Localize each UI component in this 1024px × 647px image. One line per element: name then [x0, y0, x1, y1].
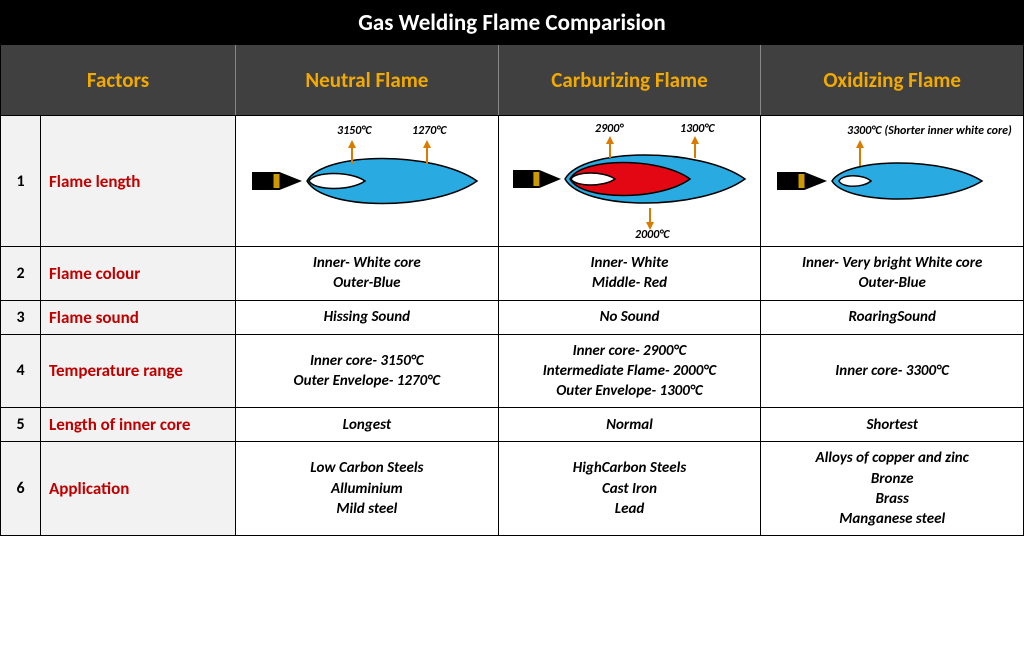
factor-label: Temperature range — [41, 335, 236, 408]
data-cell: Longest — [236, 408, 499, 441]
table-row: 2Flame colourInner- White coreOuter-Blue… — [1, 246, 1023, 300]
data-cell: Inner core- 2900°CIntermediate Flame- 20… — [499, 335, 762, 408]
row-number: 3 — [1, 301, 41, 334]
table-row: 3Flame soundHissing SoundNo SoundRoaring… — [1, 300, 1023, 334]
factor-label: Length of inner core — [41, 408, 236, 441]
data-cell: Inner- WhiteMiddle- Red — [499, 247, 762, 300]
data-cell: Inner- White coreOuter-Blue — [236, 247, 499, 300]
data-cell: HighCarbon SteelsCast IronLead — [499, 442, 762, 535]
data-cell: Low Carbon SteelsAlluminiumMild steel — [236, 442, 499, 535]
row-number: 1 — [1, 116, 41, 246]
data-cell: Hissing Sound — [236, 301, 499, 334]
factor-label: Flame colour — [41, 247, 236, 300]
header-factors: Factors — [1, 45, 236, 115]
table-row: 5Length of inner coreLongestNormalShorte… — [1, 407, 1023, 441]
svg-text:2000°C: 2000°C — [635, 228, 670, 242]
carburizing-flame-diagram: 2900° 1300°C 2000°C — [499, 116, 762, 246]
header-oxidizing: Oxidizing Flame — [761, 45, 1023, 115]
table-header-row: Factors Neutral Flame Carburizing Flame … — [1, 45, 1023, 115]
data-cell: Inner- Very bright White coreOuter-Blue — [761, 247, 1023, 300]
header-carburizing: Carburizing Flame — [499, 45, 762, 115]
factor-label: Application — [41, 442, 236, 535]
oxidizing-flame-diagram: 3300°C (Shorter inner white core) — [761, 116, 1023, 246]
data-cell: Shortest — [761, 408, 1023, 441]
neutral-flame-diagram: 3150°C 1270°C — [236, 116, 499, 246]
svg-text:2900°: 2900° — [595, 122, 624, 136]
page-title: Gas Welding Flame Comparision — [1, 1, 1023, 45]
data-cell: RoaringSound — [761, 301, 1023, 334]
row-number: 4 — [1, 335, 41, 408]
factor-label: Flame sound — [41, 301, 236, 334]
factor-label: Flame length — [41, 116, 236, 246]
flame-diagram-neutral: 3150°C 1270°C — [242, 120, 492, 242]
flame-diagram-carburizing: 2900° 1300°C 2000°C — [505, 120, 755, 242]
row-number: 5 — [1, 408, 41, 441]
data-cell: Normal — [499, 408, 762, 441]
row-number: 6 — [1, 442, 41, 535]
table-row: 4Temperature rangeInner core- 3150°COute… — [1, 334, 1023, 408]
data-cell: Alloys of copper and zincBronzeBrassMang… — [761, 442, 1023, 535]
flame-diagram-oxidizing: 3300°C (Shorter inner white core) — [767, 120, 1017, 242]
svg-text:1300°C: 1300°C — [680, 122, 715, 136]
data-cell: No Sound — [499, 301, 762, 334]
header-neutral: Neutral Flame — [236, 45, 499, 115]
table-row: 1 Flame length 3150°C1270°C 2900°1300°C2… — [1, 115, 1023, 246]
row-number: 2 — [1, 247, 41, 300]
svg-text:3300°C (Shorter inner white co: 3300°C (Shorter inner white core) — [847, 124, 1012, 138]
table-row: 6ApplicationLow Carbon SteelsAlluminiumM… — [1, 441, 1023, 535]
data-cell: Inner core- 3150°COuter Envelope- 1270°C — [236, 335, 499, 408]
comparison-table: Gas Welding Flame Comparision Factors Ne… — [0, 0, 1024, 536]
data-cell: Inner core- 3300°C — [761, 335, 1023, 408]
svg-text:3150°C: 3150°C — [337, 124, 372, 138]
svg-text:1270°C: 1270°C — [412, 124, 447, 138]
